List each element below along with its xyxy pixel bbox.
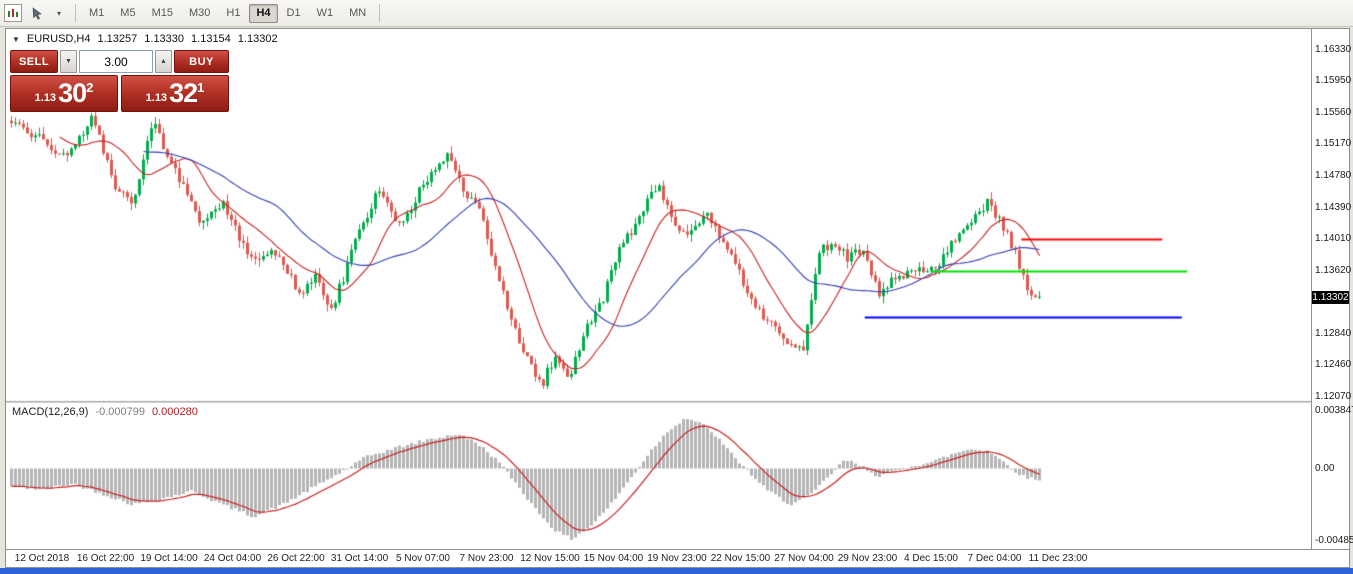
- time-axis-label: 11 Dec 23:00: [1028, 553, 1088, 564]
- time-axis-label: 31 Oct 14:00: [330, 553, 389, 564]
- time-axis-label: 7 Nov 23:00: [459, 553, 514, 564]
- taskbar-edge: [0, 568, 1353, 574]
- buy-price-point: 1: [197, 79, 205, 95]
- price-axis-label: 1.14010: [1315, 233, 1352, 244]
- timeframe-button-h4[interactable]: H4: [249, 3, 278, 23]
- price-axis-label: 1.16330: [1315, 43, 1352, 55]
- chart-tool-button[interactable]: [26, 3, 48, 24]
- volume-input[interactable]: [79, 50, 153, 73]
- buy-button[interactable]: BUY: [174, 50, 229, 73]
- quote-open: 1.13257: [97, 33, 138, 45]
- toolbar-separator: [379, 4, 381, 22]
- price-axis-label: 0.003847: [1315, 404, 1353, 416]
- macd-indicator-label: MACD(12,26,9) -0.000799 0.000280: [12, 406, 198, 418]
- timeframe-button-m5[interactable]: M5: [120, 7, 136, 19]
- price-axis-label: 0.00: [1315, 462, 1335, 474]
- time-axis-label: 7 Dec 04:00: [967, 553, 1022, 564]
- sell-price-point: 2: [86, 79, 94, 95]
- buy-price-button[interactable]: 1.13 32 1: [121, 75, 229, 112]
- volume-increase-icon[interactable]: ▲: [155, 50, 172, 73]
- ohlc-readout: ▼ EURUSD,H4 1.13257 1.13330 1.13154 1.13…: [12, 33, 278, 45]
- cursor-tool-icon: [32, 6, 42, 20]
- price-axis-label: 1.12840: [1315, 328, 1352, 340]
- time-axis-label: 12 Oct 2018: [14, 553, 70, 564]
- price-axis-label: -0.004856: [1315, 535, 1353, 547]
- time-axis-label: 15 Nov 04:00: [583, 553, 644, 564]
- time-axis-label: 12 Nov 15:00: [520, 553, 580, 564]
- sell-price-prefix: 1.13: [34, 92, 57, 104]
- quote-close: 1.13302: [237, 33, 278, 45]
- toolbar-separator: [75, 4, 76, 22]
- timeframe-button-d1[interactable]: D1: [286, 7, 301, 19]
- quote-high: 1.13330: [144, 33, 185, 45]
- price-axis-label: 1.15170: [1315, 138, 1352, 150]
- one-click-trading-panel: SELL ▼ ▲ BUY 1.13 30 2 1.13 32 1: [10, 50, 229, 112]
- one-click-collapse-icon[interactable]: ▼: [12, 34, 20, 44]
- chart-toolbar: ▾ M1 M5 M15 M30 H1 H4 D1 W1 MN: [0, 0, 1353, 27]
- timeframe-button-mn[interactable]: MN: [349, 7, 367, 19]
- time-axis[interactable]: 12 Oct 2018 16 Oct 22:00 19 Oct 14:00 24 Oc…: [6, 549, 1349, 567]
- time-axis-label: 22 Nov 15:00: [710, 553, 771, 564]
- buy-price-prefix: 1.13: [145, 92, 168, 104]
- price-buttons-row: 1.13 30 2 1.13 32 1: [10, 75, 229, 112]
- time-axis-label: 29 Nov 23:00: [837, 553, 898, 564]
- timeframe-button-m1[interactable]: M1: [89, 7, 105, 19]
- timeframe-button-m15[interactable]: M15: [151, 7, 173, 19]
- time-axis-label: 4 Dec 15:00: [904, 553, 958, 564]
- current-price-tag: 1.13302: [1312, 290, 1349, 304]
- price-axis-label: 1.14780: [1315, 170, 1352, 182]
- price-chart-canvas[interactable]: [6, 29, 1311, 549]
- volume-decrease-icon[interactable]: ▼: [60, 50, 77, 73]
- chart-tool-dropdown-icon[interactable]: ▾: [56, 8, 61, 18]
- timeframe-button-m30[interactable]: M30: [188, 7, 211, 19]
- timeframe-button-w1[interactable]: W1: [316, 7, 334, 19]
- price-axis-label: 1.12460: [1315, 359, 1352, 371]
- time-axis-label: 16 Oct 22:00: [76, 553, 135, 564]
- macd-signal-value: 0.000280: [151, 406, 198, 418]
- time-axis-label: 24 Oct 04:00: [203, 553, 262, 564]
- time-axis-label: 27 Nov 04:00: [774, 553, 834, 564]
- chart-window-icon[interactable]: [4, 4, 22, 22]
- price-axis-divider: [1311, 29, 1312, 549]
- price-axis-label: 1.13620: [1315, 264, 1352, 276]
- order-controls-row: SELL ▼ ▲ BUY: [10, 50, 229, 73]
- mini-chart-icon: [8, 9, 18, 17]
- symbol-period-label: EURUSD,H4: [26, 33, 91, 45]
- macd-main-value: -0.000799: [95, 406, 145, 418]
- time-axis-label: 5 Nov 07:00: [396, 553, 450, 564]
- price-axis-label: 1.12070: [1315, 391, 1352, 403]
- quote-low: 1.13154: [191, 33, 231, 45]
- price-axis-label: 1.14390: [1315, 202, 1352, 214]
- price-axis-label: 1.15560: [1315, 106, 1352, 118]
- sell-price-button[interactable]: 1.13 30 2: [10, 75, 118, 112]
- price-axis-label: 1.15950: [1315, 74, 1352, 86]
- macd-name: MACD(12,26,9): [12, 406, 89, 418]
- time-axis-label: 19 Oct 14:00: [140, 553, 198, 564]
- sell-button[interactable]: SELL: [10, 50, 58, 73]
- time-axis-label: 26 Oct 22:00: [267, 553, 325, 564]
- chart-area: ▼ EURUSD,H4 1.13257 1.13330 1.13154 1.13…: [5, 28, 1353, 568]
- buy-price-pips: 32: [169, 78, 198, 108]
- timeframe-button-h1[interactable]: H1: [226, 7, 241, 19]
- timeframe-group: M1 M5 M15 M30 H1 H4 D1 W1 MN: [81, 3, 374, 23]
- sell-price-pips: 30: [58, 78, 87, 108]
- time-axis-label: 19 Nov 23:00: [647, 553, 707, 564]
